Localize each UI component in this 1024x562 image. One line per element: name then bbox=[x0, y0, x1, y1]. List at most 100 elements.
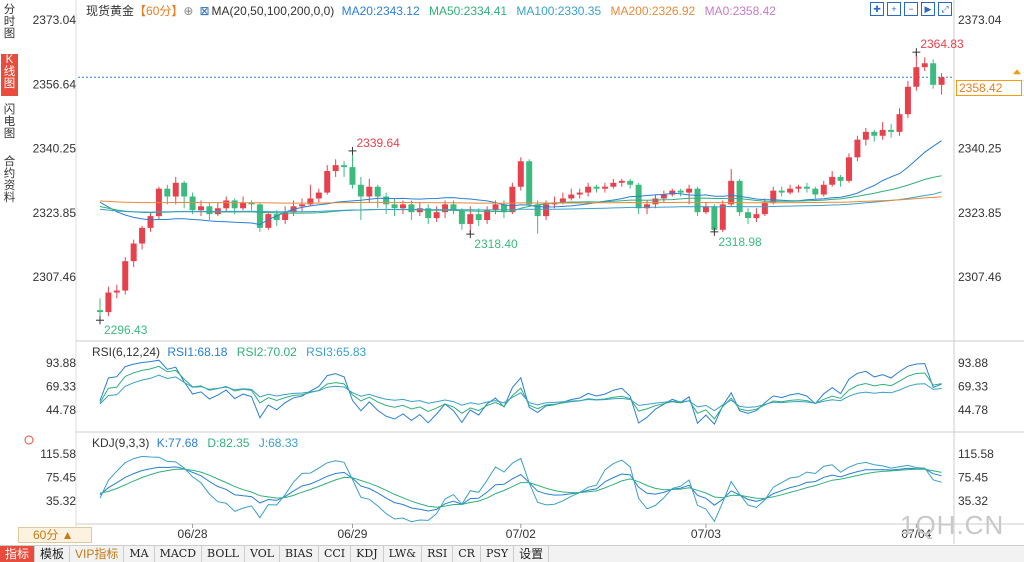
rsi3-value: RSI3:65.83 bbox=[306, 345, 367, 359]
tab-bias[interactable]: BIAS bbox=[280, 546, 319, 562]
candle-body bbox=[559, 198, 566, 203]
candle-body bbox=[543, 204, 550, 217]
candle-body bbox=[576, 192, 583, 195]
candle-body bbox=[273, 214, 280, 221]
candle-body bbox=[862, 131, 869, 140]
candle-body bbox=[324, 171, 331, 193]
ma100-line bbox=[99, 191, 942, 213]
tab-cci[interactable]: CCI bbox=[319, 546, 352, 562]
price-tick-label-left: 2340.25 bbox=[33, 142, 77, 156]
kdj-d-line bbox=[99, 468, 942, 508]
tab-rsi[interactable]: RSI bbox=[422, 546, 454, 562]
rsi-legend: RSI(6,12,24) RSI1:68.18 RSI2:70.02 RSI3:… bbox=[92, 345, 372, 359]
candle-body bbox=[879, 129, 886, 136]
tab-kdj[interactable]: KDJ bbox=[351, 546, 384, 562]
candle-body bbox=[745, 212, 752, 219]
kdj-j-value: J:68.33 bbox=[258, 436, 299, 450]
candle-body bbox=[921, 63, 928, 68]
rsi3-line bbox=[99, 374, 942, 412]
tab-vip-indicators[interactable]: VIP指标 bbox=[70, 546, 125, 562]
tab-boll[interactable]: BOLL bbox=[202, 546, 245, 562]
kdj-d-value: D:82.35 bbox=[207, 436, 250, 450]
chart-area[interactable]: 2373.042373.042356.642356.642340.252340.… bbox=[18, 0, 1024, 544]
rsi2-value: RSI2:70.02 bbox=[236, 345, 297, 359]
candle-body bbox=[315, 192, 322, 199]
candle-body bbox=[593, 186, 600, 189]
candle-body bbox=[753, 214, 760, 219]
ma-label: MA(20,50,100,200,0,0) bbox=[211, 4, 335, 18]
tab-settings[interactable]: 设置 bbox=[514, 546, 550, 562]
main-legend: 现货黄金【60分】⊕ ⊠ MA(20,50,100,200,0,0) MA20:23… bbox=[86, 2, 782, 19]
tab-kline[interactable]: K线图 bbox=[1, 54, 18, 96]
candle-body bbox=[458, 210, 465, 224]
kdj-panel-icon bbox=[24, 435, 34, 445]
kline-chart[interactable]: 2373.042373.042356.642356.642340.252340.… bbox=[18, 0, 1024, 544]
candle-body bbox=[568, 194, 575, 199]
rsi-tick-label: 44.78 bbox=[958, 403, 988, 417]
candle-body bbox=[366, 186, 373, 197]
tab-lw[interactable]: LW& bbox=[384, 546, 423, 562]
rsi-tick-label: 69.33 bbox=[958, 380, 988, 394]
candle-body bbox=[307, 198, 314, 205]
candle-body bbox=[164, 188, 171, 197]
candle-body bbox=[888, 129, 895, 132]
candle-body bbox=[534, 204, 541, 217]
tab-indicators[interactable]: 指标 bbox=[0, 546, 36, 562]
candle-body bbox=[399, 204, 406, 209]
kdj-tick-label: 75.45 bbox=[958, 471, 988, 485]
candle-body bbox=[694, 188, 701, 213]
tab-lightning[interactable]: 闪电图 bbox=[3, 104, 16, 140]
tab-vol[interactable]: VOL bbox=[245, 546, 281, 562]
period-selector[interactable]: 60分 ▲ bbox=[18, 527, 92, 543]
candle-body bbox=[837, 176, 844, 181]
candle-body bbox=[913, 67, 920, 87]
candle-body bbox=[652, 198, 659, 205]
kdj-j-line bbox=[99, 455, 942, 523]
date-label: 06/28 bbox=[178, 527, 208, 541]
candle-body bbox=[820, 184, 827, 195]
play-icon[interactable]: ▶ bbox=[921, 2, 935, 16]
candle-body bbox=[357, 184, 364, 197]
candle-body bbox=[702, 206, 709, 213]
candle-body bbox=[282, 212, 289, 221]
zoom-out-icon[interactable]: − bbox=[904, 2, 918, 16]
candle-body bbox=[904, 86, 911, 115]
candle-body bbox=[787, 188, 794, 193]
tab-cr[interactable]: CR bbox=[453, 546, 481, 562]
candle-body bbox=[172, 182, 179, 197]
candle-body bbox=[450, 204, 457, 211]
annotation-low-1: 2296.43 bbox=[104, 323, 148, 337]
settings-gear-icon[interactable]: ⊕ bbox=[183, 4, 194, 18]
kdj-label: KDJ(9,3,3) bbox=[92, 436, 150, 450]
crosshair-icon[interactable]: ✚ bbox=[870, 2, 884, 16]
candle-body bbox=[105, 292, 112, 313]
rsi2-line bbox=[99, 365, 942, 420]
kdj-tick-label-left: 115.58 bbox=[40, 447, 76, 461]
tab-psy[interactable]: PSY bbox=[481, 546, 515, 562]
candle-body bbox=[854, 139, 861, 158]
fullscreen-icon[interactable]: ⤢ bbox=[938, 2, 952, 16]
ma-icon[interactable]: ⊠ bbox=[199, 4, 210, 18]
ma50-value: MA50:2334.41 bbox=[429, 4, 508, 18]
candle-body bbox=[610, 182, 617, 187]
tab-timeshare[interactable]: 分时图 bbox=[3, 4, 16, 40]
ma100-value: MA100:2330.35 bbox=[516, 4, 602, 18]
candle-body bbox=[433, 212, 440, 219]
candle-body bbox=[618, 180, 625, 183]
zoom-in-icon[interactable]: + bbox=[887, 2, 901, 16]
tab-ma[interactable]: MA bbox=[124, 546, 155, 562]
ma0-value: MA0:2358.42 bbox=[704, 4, 776, 18]
candle-body bbox=[197, 206, 204, 211]
rsi-tick-label-left: 93.88 bbox=[46, 356, 76, 370]
price-tick-label-left: 2356.64 bbox=[33, 77, 77, 91]
tab-contract-info[interactable]: 合约资料 bbox=[3, 156, 16, 204]
candle-body bbox=[686, 188, 693, 193]
candle-body bbox=[248, 202, 255, 205]
tab-macd[interactable]: MACD bbox=[155, 546, 203, 562]
candle-body bbox=[189, 196, 196, 211]
rsi-tick-label-left: 44.78 bbox=[46, 403, 76, 417]
tab-templates[interactable]: 模板 bbox=[35, 546, 71, 562]
ma20-value: MA20:2343.12 bbox=[341, 4, 420, 18]
kdj-tick-label-left: 75.45 bbox=[46, 471, 76, 485]
candle-body bbox=[332, 165, 339, 172]
